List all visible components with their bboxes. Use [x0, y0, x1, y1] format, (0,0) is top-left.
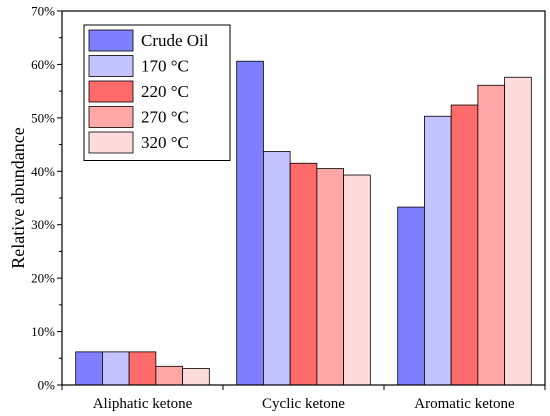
bar [289, 162, 318, 386]
x-tick-label: Aliphatic ketone [93, 396, 193, 412]
legend-label: 220 °C [141, 82, 189, 101]
bar [75, 351, 103, 386]
x-axis: Aliphatic ketone Cyclic ketone Aromatic ke… [61, 385, 546, 412]
legend-swatch [88, 80, 134, 103]
legend: Crude Oil 170 °C 220 °C 270 °C 320 °C [83, 24, 231, 161]
legend-label: 170 °C [141, 57, 189, 76]
bar [316, 168, 344, 386]
legend-label: 270 °C [141, 108, 189, 127]
legend-swatch [88, 106, 134, 128]
bar [128, 351, 157, 386]
legend-label: Crude Oil [141, 31, 209, 50]
legend-swatch [88, 131, 134, 154]
y-axis: 0% 10% 20% 30% 40% 50% 60% 70% [31, 4, 62, 393]
x-tick-label: Aromatic ketone [414, 396, 515, 412]
y-tick-label: 0% [38, 378, 56, 393]
legend-swatch [88, 29, 134, 52]
bar [504, 76, 532, 386]
x-tick-label: Cyclic ketone [262, 396, 345, 412]
y-tick-label: 60% [31, 57, 55, 72]
y-tick-label: 10% [31, 324, 55, 339]
bar [102, 351, 130, 386]
bar [397, 206, 425, 386]
bar [450, 104, 479, 386]
bar [155, 365, 183, 386]
y-axis-title: Relative abundance [8, 127, 28, 268]
y-tick-label: 20% [31, 271, 55, 286]
bar [182, 368, 210, 386]
bar [263, 151, 291, 386]
bars [75, 60, 532, 386]
y-tick-label: 50% [31, 110, 55, 125]
bar [477, 84, 505, 386]
bar [236, 60, 264, 386]
legend-label: 320 °C [141, 133, 189, 152]
y-tick-label: 30% [31, 217, 55, 232]
legend-swatch [88, 55, 134, 77]
y-tick-label: 40% [31, 164, 55, 179]
bar [343, 174, 371, 386]
bar [424, 115, 452, 386]
y-tick-label: 70% [31, 4, 55, 19]
